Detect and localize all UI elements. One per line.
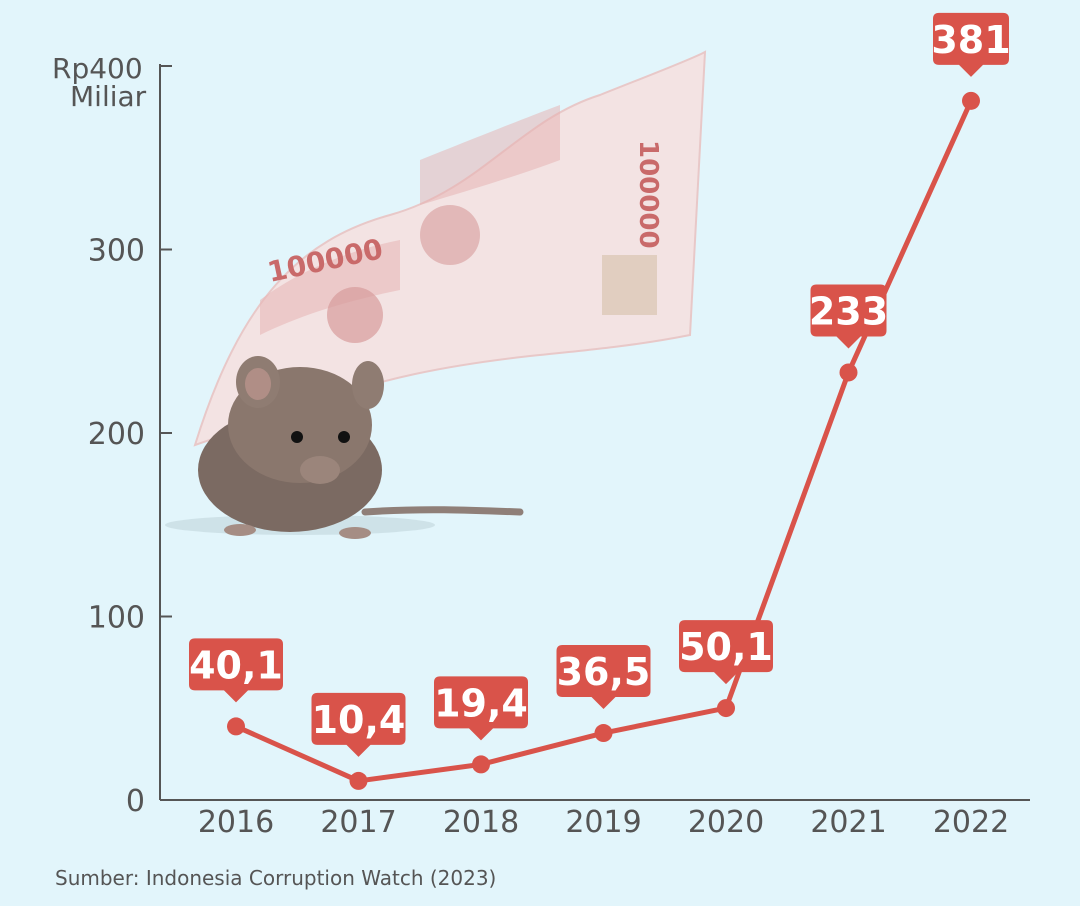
data-point	[349, 771, 368, 790]
x-tick-label: 2020	[688, 805, 764, 840]
y-unit-line2: Miliar	[70, 80, 147, 113]
data-point	[962, 91, 980, 110]
banknote-illustration: 100000 100000	[193, 50, 707, 447]
x-tick-label: 2018	[443, 805, 519, 840]
y-tick-label: 200	[88, 417, 145, 452]
x-axis-ticks: 2016 2017 2018 2019 2020 2021 2022	[198, 805, 1009, 840]
data-label-callout	[189, 638, 283, 703]
x-tick-label: 2017	[320, 805, 396, 840]
x-tick-label: 2021	[810, 805, 886, 840]
x-tick-label: 2022	[933, 805, 1009, 840]
data-point	[839, 363, 858, 382]
data-point	[472, 755, 490, 774]
data-label-callout	[434, 676, 528, 741]
data-label-group: 40,1 10,4 19,4 36,5 50,1 233 381	[189, 12, 1011, 757]
x-tick-label: 2016	[198, 805, 274, 840]
svg-text:100000: 100000	[633, 140, 663, 249]
data-label: 381	[931, 18, 1010, 62]
data-label: 40,1	[189, 643, 283, 687]
data-label: 233	[809, 289, 888, 333]
x-tick-label: 2019	[565, 805, 641, 840]
y-unit-line1: Rp400	[52, 52, 143, 85]
source-note: Sumber: Indonesia Corruption Watch (2023…	[55, 866, 496, 890]
data-label-callout	[311, 692, 406, 757]
data-point	[227, 717, 245, 736]
y-tick-label: 0	[126, 784, 145, 819]
data-label: 10,4	[312, 698, 406, 742]
data-label: 50,1	[679, 625, 773, 669]
data-label-callout	[933, 12, 1009, 77]
data-label: 36,5	[557, 650, 651, 694]
series-line-group	[227, 91, 980, 790]
y-axis-ticks: 0 100 200 300	[88, 234, 172, 819]
data-point	[717, 699, 735, 718]
data-label: 19,4	[434, 681, 528, 725]
mouse-illustration	[165, 356, 524, 539]
y-tick-label: 100	[88, 601, 145, 636]
data-label-callout	[810, 284, 887, 349]
y-tick-label: 300	[88, 234, 145, 269]
data-label-callout	[679, 620, 773, 685]
data-point	[594, 724, 613, 743]
data-label-callout	[556, 645, 651, 710]
